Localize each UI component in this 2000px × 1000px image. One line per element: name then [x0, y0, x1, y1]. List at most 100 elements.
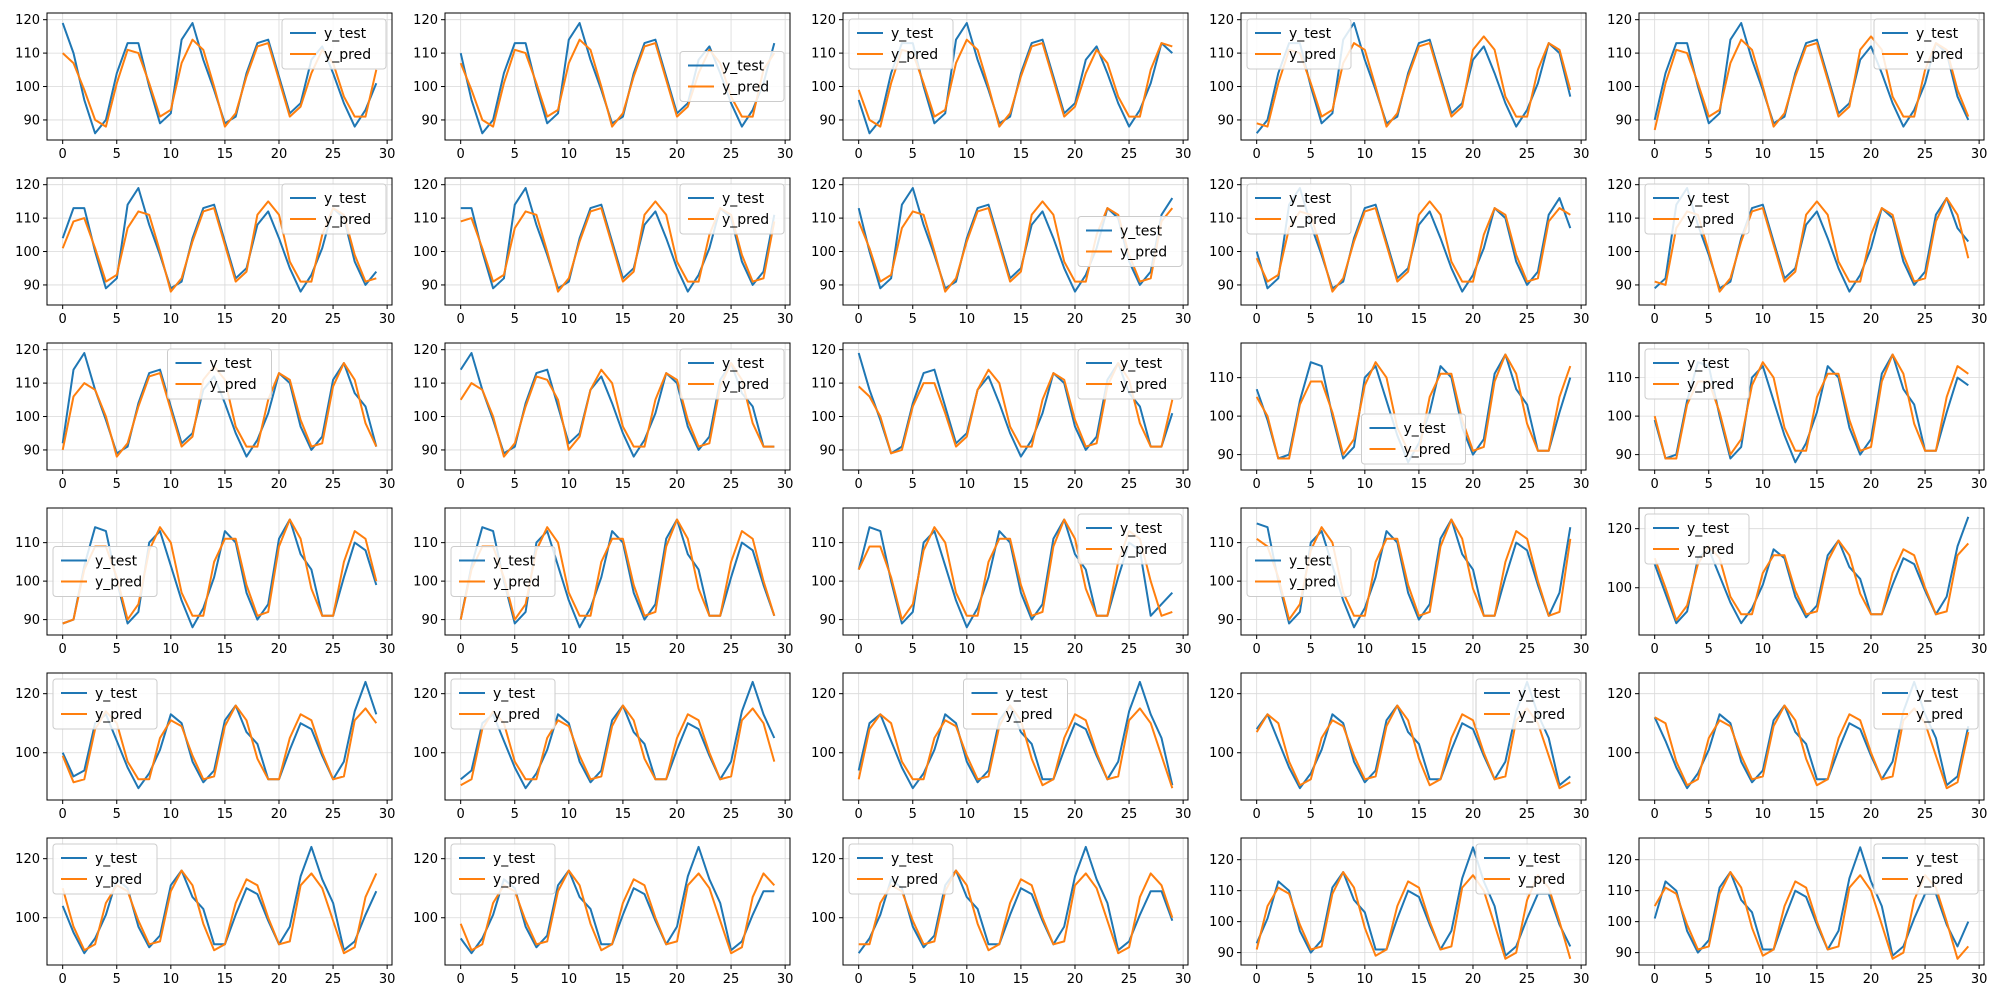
- axes-frame: [1638, 837, 1985, 966]
- x-tick-label: 5: [511, 807, 519, 822]
- x-tick-label: 20: [271, 477, 288, 492]
- y-tick-label: 100: [15, 410, 40, 425]
- legend-label: y_pred: [891, 872, 938, 888]
- x-tick-label: 20: [271, 312, 288, 327]
- legend-box: [450, 843, 556, 895]
- legend-label: y_pred: [1687, 377, 1734, 393]
- x-tick-label: 5: [1705, 147, 1713, 162]
- legend-label: y_test: [1006, 686, 1049, 702]
- series-line-y-test: [460, 680, 776, 790]
- legend-label: y_pred: [1120, 377, 1167, 393]
- legend: y_test y_pred: [450, 843, 556, 895]
- x-tick-label: 25: [1519, 477, 1536, 492]
- y-tick-label: 110: [1209, 371, 1234, 386]
- legend-label: y_pred: [1289, 47, 1336, 63]
- x-tick-label: 15: [1809, 312, 1826, 327]
- axes-frame: [842, 507, 1189, 636]
- legend-label: y_test: [493, 851, 536, 867]
- legend-label: y_pred: [1006, 707, 1053, 723]
- legend-box: [1475, 678, 1581, 730]
- x-tick-label: 10: [1755, 477, 1772, 492]
- legend-box: [281, 18, 387, 70]
- series-line-y-pred: [1256, 35, 1572, 128]
- x-tick-label: 10: [561, 312, 578, 327]
- y-tick-label: 90: [1217, 113, 1234, 128]
- legend-label: y_test: [1687, 356, 1730, 372]
- x-tick-label: 25: [1519, 642, 1536, 657]
- legend-box: [848, 18, 954, 70]
- y-tick-label: 110: [811, 377, 836, 392]
- y-tick-label: 110: [15, 47, 40, 62]
- x-tick-label: 15: [1809, 642, 1826, 657]
- series-line-y-pred: [460, 704, 776, 787]
- x-tick-label: 0: [1651, 972, 1659, 987]
- series-line-y-pred: [858, 869, 1174, 955]
- subplot-22: 0 5 10 15 20 25 30 100 120 y_test y_pred: [413, 672, 793, 822]
- x-tick-label: 10: [1357, 642, 1374, 657]
- x-tick-label: 30: [777, 642, 794, 657]
- subplot-8: 0 5 10 15 20 25 30 90 100 110 120 y_test y_pred: [811, 177, 1191, 327]
- x-tick-label: 15: [1411, 807, 1428, 822]
- x-tick-label: 5: [1705, 477, 1713, 492]
- legend: y_test y_pred: [1077, 348, 1183, 400]
- y-tick-label: 110: [811, 212, 836, 227]
- y-tick-label: 100: [811, 746, 836, 761]
- x-tick-label: 25: [1519, 972, 1536, 987]
- subplot-13: 0 5 10 15 20 25 30 90 100 110 120 y_test y_pred: [811, 342, 1191, 492]
- x-tick-label: 25: [1917, 312, 1934, 327]
- legend: y_test y_pred: [1246, 183, 1352, 235]
- x-tick-label: 10: [163, 807, 180, 822]
- subplot-3: 0 5 10 15 20 25 30 90 100 110 120 y_test y_pred: [811, 12, 1191, 162]
- x-tick-label: 5: [1307, 312, 1315, 327]
- y-tick-label: 90: [421, 443, 438, 458]
- x-tick-label: 0: [457, 807, 465, 822]
- x-tick-label: 30: [1573, 477, 1590, 492]
- x-tick-label: 15: [1013, 147, 1030, 162]
- legend: y_test y_pred: [1873, 18, 1979, 70]
- x-tick-label: 15: [615, 147, 632, 162]
- subplot-11: 0 5 10 15 20 25 30 90 100 110 120 y_test y_pred: [15, 342, 395, 492]
- legend-label: y_test: [1120, 521, 1163, 537]
- axes-frame: [444, 672, 791, 801]
- x-tick-label: 10: [959, 312, 976, 327]
- x-tick-label: 15: [615, 477, 632, 492]
- x-tick-label: 30: [777, 312, 794, 327]
- x-tick-label: 0: [855, 972, 863, 987]
- legend-box: [450, 546, 556, 597]
- x-tick-label: 15: [1411, 972, 1428, 987]
- y-tick-label: 100: [1607, 915, 1632, 930]
- legend: y_test y_pred: [1077, 216, 1183, 267]
- y-tick-label: 110: [413, 536, 438, 551]
- y-tick-label: 100: [811, 80, 836, 95]
- x-tick-label: 10: [561, 642, 578, 657]
- axes-frame: [842, 837, 1189, 966]
- legend: y_test y_pred: [1644, 348, 1750, 400]
- x-tick-label: 15: [217, 807, 234, 822]
- x-tick-label: 30: [1175, 642, 1192, 657]
- y-tick-label: 90: [819, 278, 836, 293]
- subplot-10: 0 5 10 15 20 25 30 90 100 110 120 y_test y_pred: [1607, 177, 1987, 327]
- x-tick-label: 10: [1357, 477, 1374, 492]
- x-tick-label: 0: [457, 477, 465, 492]
- y-tick-label: 110: [413, 377, 438, 392]
- y-tick-label: 90: [819, 443, 836, 458]
- legend: y_test y_pred: [1077, 513, 1183, 565]
- x-tick-label: 20: [1863, 972, 1880, 987]
- legend: y_test y_pred: [1361, 413, 1466, 465]
- x-tick-label: 15: [1411, 147, 1428, 162]
- x-tick-label: 0: [457, 972, 465, 987]
- x-tick-label: 10: [1357, 807, 1374, 822]
- legend-box: [52, 678, 158, 730]
- legend: y_test y_pred: [450, 678, 556, 730]
- legend: y_test y_pred: [1246, 546, 1352, 597]
- legend-label: y_test: [722, 356, 765, 372]
- legend-box: [1644, 348, 1750, 400]
- legend-box: [963, 678, 1068, 730]
- legend-box: [1077, 216, 1183, 267]
- legend-box: [1246, 18, 1352, 70]
- x-tick-label: 0: [855, 312, 863, 327]
- legend-box: [1644, 183, 1750, 235]
- series-line-y-test: [857, 845, 1174, 954]
- x-tick-label: 0: [855, 807, 863, 822]
- axes-frame: [1638, 12, 1985, 141]
